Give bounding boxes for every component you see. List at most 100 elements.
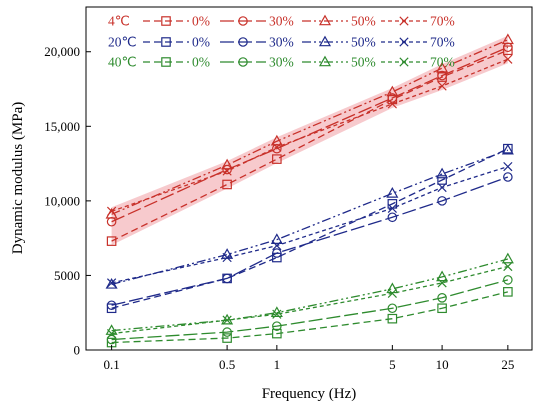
series-20-50- — [105, 143, 514, 289]
legend-marker — [238, 57, 248, 67]
legend-marker — [399, 16, 409, 26]
x-tick-label: 1 — [274, 357, 281, 372]
legend-marker — [161, 57, 171, 67]
data-point — [437, 293, 447, 303]
data-point — [387, 303, 398, 314]
data-point — [437, 196, 447, 206]
data-point — [222, 166, 232, 176]
data-point — [436, 167, 449, 179]
data-point — [105, 277, 118, 289]
series-layer — [105, 33, 514, 348]
data-point — [503, 172, 513, 182]
legend-content-label: 30% — [269, 35, 294, 50]
legend-content-label: 70% — [430, 14, 455, 29]
legend-marker — [318, 14, 332, 26]
legend-content-label: 0% — [192, 14, 210, 29]
data-point — [437, 175, 447, 185]
data-point — [272, 321, 282, 331]
data-point — [106, 328, 117, 339]
x-tick-label: 10 — [436, 357, 449, 372]
legend-content-label: 30% — [269, 14, 294, 29]
data-point — [221, 313, 234, 325]
y-tick-label: 0 — [74, 343, 81, 358]
data-point — [272, 154, 282, 164]
legend-content-label: 50% — [351, 55, 376, 70]
data-point — [222, 333, 232, 343]
series-line — [111, 279, 509, 341]
legend-content-label: 70% — [430, 55, 455, 70]
series-4-70- — [106, 54, 513, 216]
legend-content-label: 50% — [351, 14, 376, 29]
series-line — [111, 291, 509, 344]
data-point — [501, 252, 514, 264]
legend-marker — [399, 37, 409, 47]
data-point — [106, 334, 117, 345]
data-point — [436, 270, 449, 282]
axes-layer: 0.1 0.5 1 5 10 25 0 5000 10,000 15,000 20,000 — [44, 6, 533, 372]
data-point — [503, 261, 513, 272]
data-point — [503, 161, 513, 172]
data-point — [437, 278, 447, 288]
x-tick-label: 5 — [389, 357, 396, 372]
series-20-70- — [106, 161, 513, 288]
legend: 4℃ 0% 30% 50% 70% 20℃ 0% 30% 50% 70% 40℃ 0% 30% 50% 70… — [108, 14, 455, 70]
data-point — [272, 240, 282, 251]
series-4-50- — [105, 33, 514, 219]
series-line — [111, 39, 509, 215]
series-40-0- — [106, 287, 513, 348]
data-point — [272, 248, 282, 258]
data-point — [221, 158, 234, 170]
series-line — [111, 148, 509, 309]
plot-frame — [85, 6, 533, 351]
data-point — [272, 328, 282, 339]
series-20-30- — [106, 172, 513, 311]
series-line — [111, 46, 509, 223]
legend-content-label: 0% — [192, 55, 210, 70]
y-tick-label: 10,000 — [44, 193, 80, 208]
data-point — [106, 236, 117, 246]
series-line — [111, 165, 509, 284]
legend-marker — [318, 55, 332, 67]
data-point — [503, 275, 513, 285]
data-point — [503, 45, 513, 56]
series-line — [111, 258, 509, 332]
y-axis-label: Dynamic modulus (MPa) — [10, 102, 26, 254]
y-tick-label: 20,000 — [44, 44, 80, 59]
legend-temperature-label: 20℃ — [108, 35, 137, 50]
data-point — [503, 287, 513, 297]
data-point — [272, 142, 282, 152]
data-point — [106, 206, 117, 216]
data-point — [222, 315, 232, 325]
data-point — [437, 182, 447, 193]
data-point — [387, 99, 397, 109]
data-point — [106, 300, 117, 311]
series-line — [111, 176, 509, 306]
data-point — [270, 233, 283, 244]
series-40-70- — [106, 261, 513, 339]
data-point — [501, 33, 514, 45]
legend-content-label: 30% — [269, 55, 294, 70]
data-point — [106, 303, 117, 314]
x-tick-label: 0.5 — [219, 357, 235, 372]
series-20-0- — [106, 143, 513, 314]
data-point — [436, 61, 449, 73]
legend-marker — [318, 35, 332, 47]
legend-temperature-label: 4℃ — [108, 14, 130, 29]
legend-temperature-label: 40℃ — [108, 55, 137, 70]
series-40-50- — [105, 252, 514, 335]
data-point — [386, 85, 399, 97]
data-point — [437, 303, 447, 314]
legend-content-label: 70% — [430, 35, 455, 50]
data-point — [387, 288, 397, 298]
data-point — [222, 273, 232, 284]
data-point — [387, 203, 397, 213]
data-point — [387, 212, 398, 223]
data-point — [387, 313, 398, 324]
data-point — [272, 309, 282, 319]
data-point — [222, 327, 232, 337]
data-point — [222, 252, 232, 263]
data-point — [503, 54, 513, 64]
series-line — [111, 265, 509, 335]
legend-marker — [238, 37, 248, 47]
